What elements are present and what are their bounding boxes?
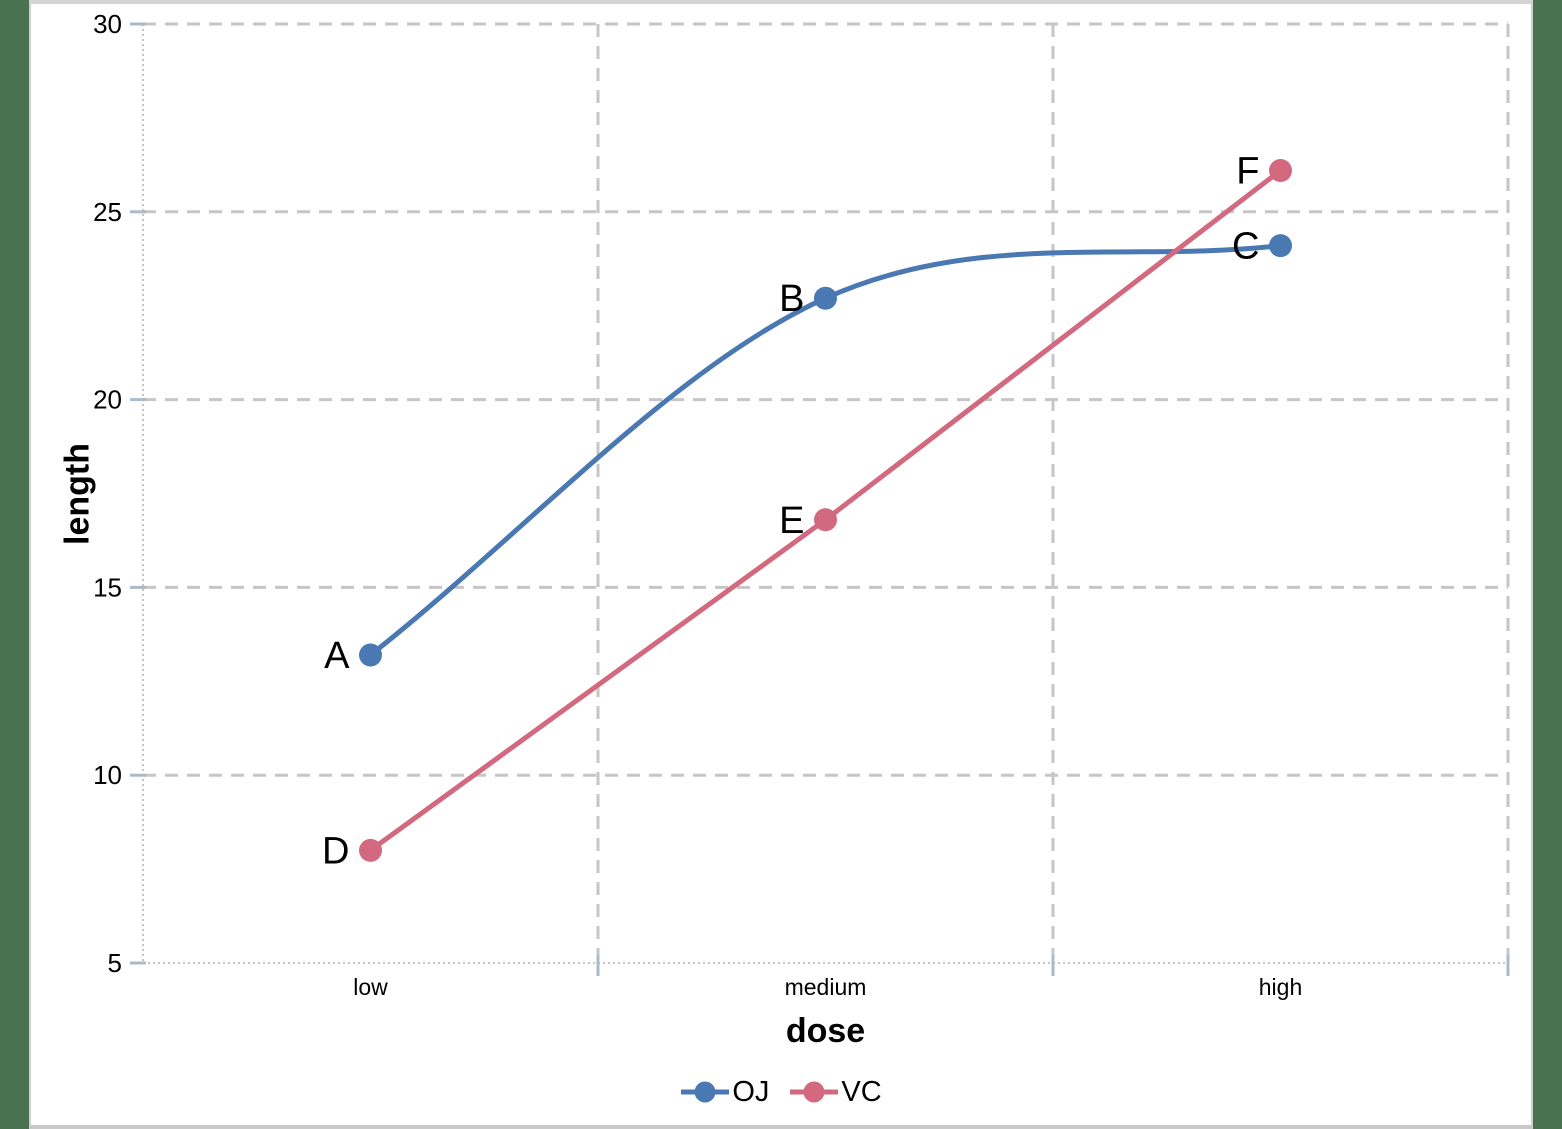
- legend: OJ VC: [29, 1070, 1533, 1114]
- legend-label: VC: [841, 1075, 882, 1108]
- y-tick-label: 25: [93, 197, 122, 227]
- data-point-b: [814, 286, 837, 310]
- y-axis-title: length: [58, 443, 97, 545]
- data-point-e: [814, 508, 837, 532]
- legend-swatch-line-dot-icon: [681, 1081, 730, 1103]
- x-axis-title: dose: [785, 1012, 866, 1050]
- y-tick-label: 20: [93, 385, 122, 415]
- x-tick-label: medium: [785, 974, 867, 1000]
- y-tick-label: 10: [93, 760, 122, 790]
- legend-label: OJ: [732, 1075, 770, 1108]
- plot-panel: [29, 0, 1533, 1129]
- point-label-a: A: [324, 635, 350, 677]
- y-tick-label: 5: [108, 948, 122, 978]
- y-tick-label: 15: [93, 572, 122, 602]
- data-point-f: [1269, 158, 1292, 182]
- data-point-d: [359, 838, 382, 862]
- legend-item-oj: OJ: [680, 1076, 769, 1109]
- point-label-d: D: [322, 830, 349, 872]
- point-label-f: F: [1236, 150, 1259, 192]
- point-label-b: B: [779, 278, 804, 320]
- legend-swatch-line-dot-icon: [790, 1081, 839, 1103]
- point-label-c: C: [1232, 226, 1259, 268]
- legend-item-vc: VC: [789, 1075, 882, 1109]
- y-tick-label: 30: [93, 9, 122, 39]
- x-tick-label: high: [1259, 974, 1302, 1000]
- data-point-a: [359, 643, 382, 667]
- data-point-c: [1269, 234, 1292, 258]
- point-label-e: E: [779, 500, 804, 542]
- x-tick-label: low: [353, 974, 388, 1000]
